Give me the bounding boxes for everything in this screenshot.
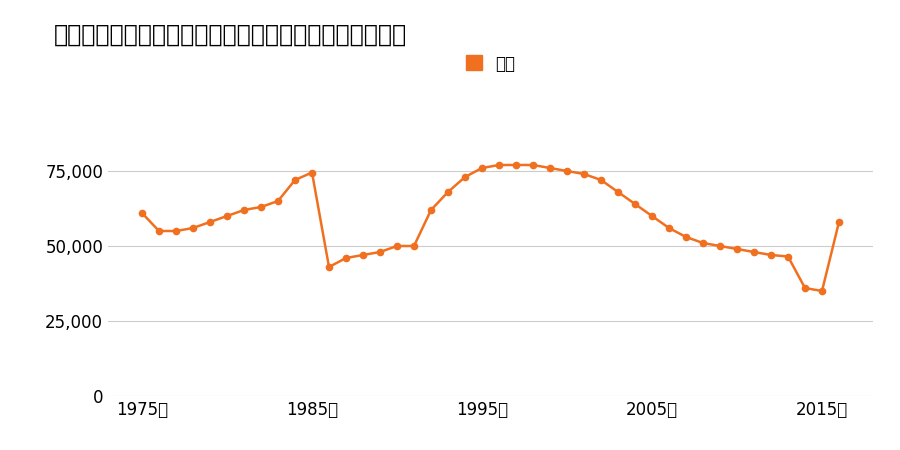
- Legend: 価格: 価格: [459, 48, 522, 79]
- Text: 福島県郡山市咲田１丁目１８０番１ほか１筆の地価推移: 福島県郡山市咲田１丁目１８０番１ほか１筆の地価推移: [54, 22, 407, 46]
